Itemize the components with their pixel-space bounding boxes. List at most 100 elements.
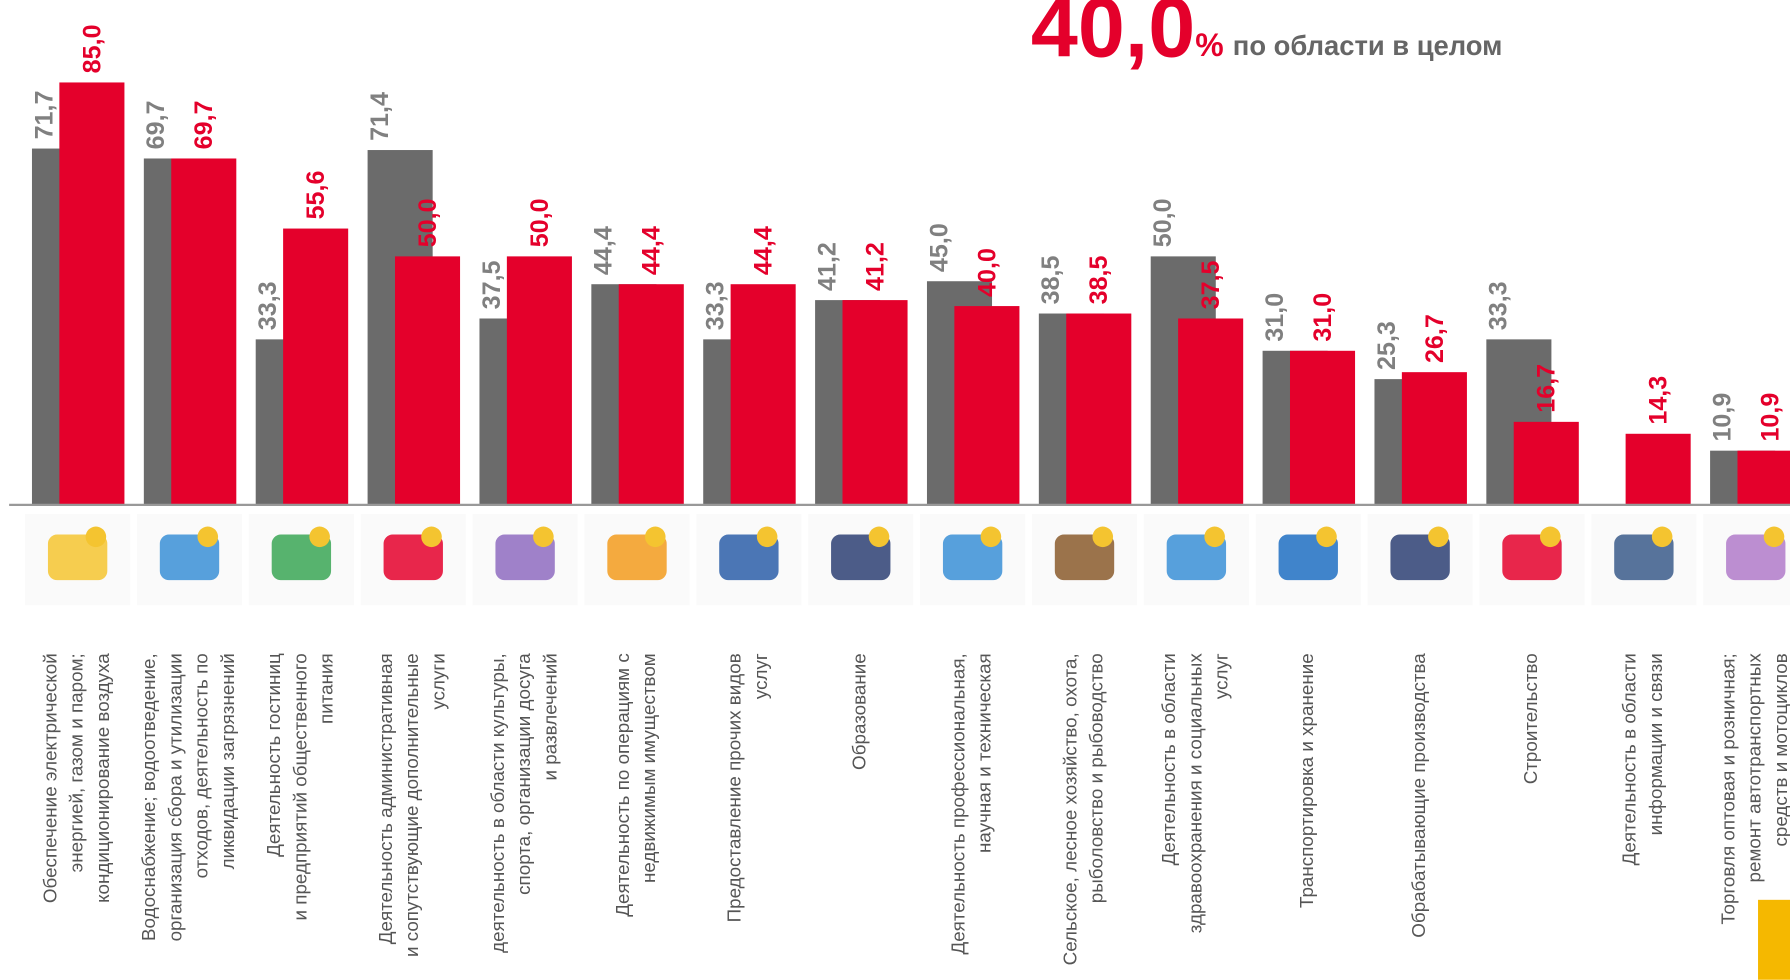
category-label: энергией, газом и паром; [66,653,87,872]
value-label: 44,4 [638,226,666,275]
category-label: информации и связи [1645,653,1666,835]
category-label: деятельность в области культуры, [487,653,508,953]
bar [954,306,1020,505]
icon [1539,526,1561,548]
icon [85,526,107,548]
headline-unit: % [1195,28,1223,64]
icon [868,526,890,548]
category-label: Обеспечение электрической [39,653,60,903]
category-label: Торговля оптовая и розничная; [1717,653,1738,924]
value-label: 37,5 [478,260,506,309]
category-label: здравоохранения и социальных [1184,653,1205,934]
category-label: услуг [750,653,771,699]
bar [1289,350,1356,505]
value-label: 71,4 [366,92,394,141]
value-label: 26,7 [1421,314,1449,363]
bar [1066,313,1132,505]
category-label: организация сбора и утилизации [164,653,185,941]
category-label: Образование [849,653,870,770]
headline: 40,0% по области в целом [1031,0,1503,75]
value-label: 33,3 [702,281,730,330]
headline-text: по области в целом [1233,30,1503,61]
category-label: недвижимым имуществом [638,653,659,883]
value-label: 44,4 [750,226,778,275]
value-label: 71,7 [30,91,58,140]
category-label: Транспортировка и хранение [1296,653,1317,908]
category-label: услуги [427,653,448,709]
category-label: и сопутствующие дополнительные [401,653,422,957]
value-label: 25,3 [1373,321,1401,370]
value-label: 41,2 [861,242,889,291]
bar [171,158,237,505]
icon [1651,526,1673,548]
icon [644,526,666,548]
value-label: 40,0 [973,248,1001,297]
bar [394,256,461,505]
bar [842,300,908,505]
value-label: 37,5 [1197,260,1225,309]
bar [506,256,572,505]
bar [1625,433,1691,505]
category-label: Сельское, лесное хозяйство, охота, [1059,653,1080,965]
category-label: Деятельность в области [1158,653,1179,865]
value-label: 50,0 [414,198,442,247]
bar [730,284,796,505]
bar [283,228,349,505]
category-label: отходов, деятельность по [191,653,212,878]
category-label: Деятельность гостиниц [263,653,284,857]
category-label: Деятельность по операциям с [612,653,633,916]
value-label: 16,7 [1533,364,1561,413]
icon [1428,526,1449,548]
value-label: 14,3 [1645,376,1673,425]
headline-value: 40,0 [1031,0,1195,75]
value-label: 10,9 [1708,393,1736,442]
value-label: 31,0 [1261,293,1289,342]
category-label: Строительство [1520,653,1541,784]
icon [533,526,554,548]
category-label: питания [316,653,337,724]
value-label: 45,0 [925,223,953,272]
category-label: спорта, организации досуга [513,653,534,895]
value-label: 33,3 [254,281,282,330]
bar [1401,372,1467,505]
value-label: 31,0 [1309,293,1337,342]
bar [1513,421,1579,505]
category-label: научная и техническая [974,653,995,853]
bar [59,82,125,505]
bar [618,284,684,505]
value-label: 50,0 [1149,198,1177,247]
bar [1178,318,1244,505]
category-label: и предприятий общественного [289,653,310,920]
category-label: услуг [1211,653,1232,699]
value-label: 33,3 [1485,281,1513,330]
category-label: средств и мотоциклов [1770,653,1790,846]
category-label: Водоснабжение; водоотведение, [138,653,159,941]
category-label: Обрабатывающие производства [1408,653,1429,938]
icon [421,526,442,548]
icon [1092,526,1114,548]
value-label: 55,6 [302,171,330,220]
icon [1204,526,1225,548]
icon [197,526,219,548]
icon [980,526,1002,548]
value-label: 69,7 [142,100,170,149]
category-label: ликвидации загрязнений [217,653,238,869]
icon [1763,526,1785,548]
category-label: ремонт автотранспортных [1744,653,1765,883]
value-label: 85,0 [78,24,106,73]
value-label: 10,9 [1756,393,1784,442]
value-label: 41,2 [813,242,841,291]
value-label: 38,5 [1037,255,1065,304]
value-label: 44,4 [590,226,618,275]
category-label: Предоставление прочих видов [724,653,745,922]
value-label: 50,0 [526,198,554,247]
bar [1737,450,1790,505]
value-label: 38,5 [1085,255,1113,304]
category-label: Деятельность профессиональная, [947,653,968,954]
icon [1316,526,1337,548]
category-label: кондиционирование воздуха [92,653,113,903]
decoration [1758,899,1790,980]
category-label: Деятельность административная [375,653,396,944]
